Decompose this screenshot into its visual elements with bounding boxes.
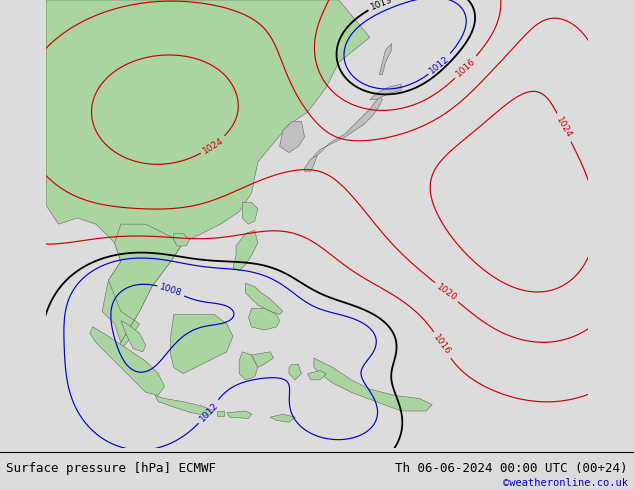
Polygon shape (227, 411, 252, 418)
Polygon shape (242, 202, 258, 224)
Text: 1024: 1024 (555, 116, 574, 140)
Text: Surface pressure [hPa] ECMWF: Surface pressure [hPa] ECMWF (6, 462, 216, 475)
Polygon shape (280, 122, 304, 152)
Text: 1016: 1016 (432, 333, 453, 357)
Polygon shape (252, 352, 273, 368)
Polygon shape (304, 156, 317, 171)
Text: 1013: 1013 (369, 0, 394, 12)
Polygon shape (311, 97, 382, 165)
Polygon shape (233, 230, 258, 271)
Polygon shape (90, 327, 164, 395)
Polygon shape (108, 224, 183, 355)
Polygon shape (174, 234, 190, 246)
Polygon shape (289, 364, 301, 380)
Polygon shape (249, 308, 280, 330)
Polygon shape (155, 395, 214, 416)
Polygon shape (121, 320, 146, 352)
Text: 1016: 1016 (455, 56, 477, 78)
Polygon shape (239, 352, 258, 380)
Polygon shape (46, 0, 370, 343)
Polygon shape (314, 358, 432, 411)
Polygon shape (370, 84, 401, 99)
Text: Th 06-06-2024 00:00 UTC (00+24): Th 06-06-2024 00:00 UTC (00+24) (395, 462, 628, 475)
Text: 1013: 1013 (32, 324, 48, 348)
Text: 1012: 1012 (198, 400, 220, 423)
Text: 1020: 1020 (434, 282, 458, 302)
Text: 1024: 1024 (201, 136, 225, 155)
Polygon shape (171, 315, 233, 374)
Text: 1012: 1012 (428, 54, 451, 75)
Text: ©weatheronline.co.uk: ©weatheronline.co.uk (503, 478, 628, 488)
Polygon shape (245, 283, 283, 315)
Polygon shape (217, 411, 224, 416)
Polygon shape (307, 370, 327, 380)
Polygon shape (379, 44, 392, 75)
Polygon shape (270, 414, 295, 422)
Text: 1008: 1008 (158, 283, 183, 298)
